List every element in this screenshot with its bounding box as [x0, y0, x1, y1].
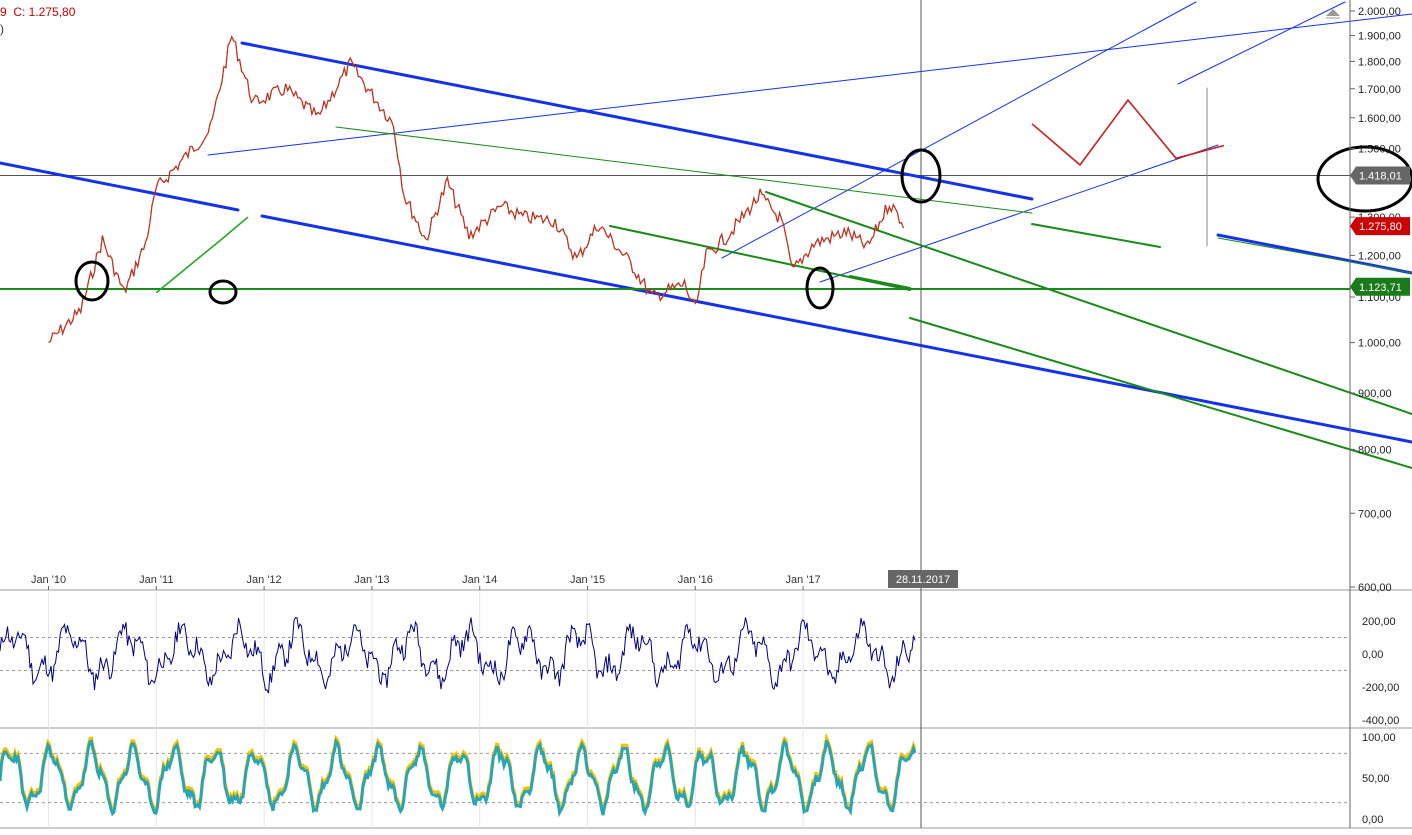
x-tick-label: Jan '11: [139, 574, 173, 586]
y-tick-label: 800,00: [1358, 444, 1392, 456]
blue-resistance: [207, 13, 1412, 156]
price-tag: [1350, 217, 1410, 236]
osc2-y-tick-label: 50,00: [1362, 773, 1390, 785]
y-tick-label: 1.200,00: [1358, 250, 1401, 262]
y-tick-label: 1.600,00: [1358, 113, 1401, 125]
chart-header-line2: ): [0, 22, 4, 36]
y-tick-label: 900,00: [1358, 388, 1392, 400]
annotation-circles: [74, 145, 1412, 310]
osc1-line: [0, 617, 916, 694]
price-tags: 1.418,01 1.275,80 1.123,71: [1350, 166, 1410, 296]
projection-segment: [1031, 98, 1225, 167]
blue-rising-line-right: [1177, 1, 1346, 85]
price-tag-label: 1.123,71: [1359, 282, 1402, 294]
chart-header-close: 9 C: 1.275,80: [0, 5, 76, 19]
blue-rising-support: [819, 144, 1219, 283]
x-tick-label: Jan '15: [570, 574, 605, 586]
annotation-circle: [900, 148, 942, 204]
x-tick-label: Jan '10: [31, 574, 66, 586]
green-falling-line-right: [1217, 237, 1412, 274]
annotation-circle: [74, 260, 110, 302]
scroll-up-icon: [1326, 9, 1340, 16]
y-tick-label: 1.500,00: [1358, 144, 1401, 156]
x-tick-label: Jan '14: [462, 574, 497, 586]
price-series: [48, 34, 1225, 344]
crosshair-date-tag: [888, 570, 958, 588]
blue-upper-channel: [240, 41, 1034, 201]
green-down-line-lower: [909, 317, 1412, 469]
osc2-main-line: [0, 737, 917, 818]
osc2-y-tick-label: 100,00: [1362, 732, 1396, 744]
osc2-y-tick-label: 0,00: [1362, 814, 1383, 826]
y-tick-label: 1.900,00: [1358, 31, 1401, 43]
osc1-y-tick-label: 0,00: [1362, 649, 1383, 661]
y-tick-label: 600,00: [1358, 582, 1392, 594]
y-tick-label: 1.000,00: [1358, 338, 1401, 350]
price-line-red: [48, 34, 905, 344]
oscillator-2: [0, 732, 1350, 818]
price-tag: [1350, 277, 1410, 296]
annotation-circle: [208, 279, 238, 305]
green-short-channel: [609, 225, 911, 291]
oscillator-1: [0, 617, 1350, 694]
x-tick-label: Jan '16: [678, 574, 713, 586]
y-tick-label: 700,00: [1358, 508, 1392, 520]
price-tag-label: 1.418,01: [1359, 171, 1402, 183]
green-falling-line: [335, 126, 1033, 214]
price-tag-label: 1.275,80: [1359, 221, 1402, 233]
green-down-line: [765, 191, 1412, 415]
annotation-circle: [1316, 145, 1412, 213]
y-tick-label: 2.000,00: [1358, 6, 1401, 18]
blue-rising-line: [721, 1, 1197, 259]
axes: 2.000,00 1.900,00 1.800,00 1.700,00 1.600,00…: [31, 0, 1401, 828]
price-line-green: [48, 35, 904, 343]
x-tick-label: Jan '13: [354, 574, 389, 586]
blue-upper-channel-left: [0, 161, 240, 212]
osc1-y-tick-label: 200,00: [1362, 616, 1396, 628]
annotation-circle: [805, 266, 835, 310]
osc1-y-tick-label: -400,00: [1362, 715, 1399, 727]
y-tick-label: 1.800,00: [1358, 56, 1401, 68]
osc1-y-tick-label: -200,00: [1362, 682, 1399, 694]
x-tick-label: Jan '17: [786, 574, 821, 586]
crosshair-date-label: 28.11.2017: [896, 574, 950, 586]
price-tag: [1350, 166, 1410, 185]
green-short-line: [849, 275, 911, 289]
x-tick-label: Jan '12: [247, 574, 282, 586]
y-tick-label: 1.700,00: [1358, 84, 1401, 96]
blue-lower-channel: [260, 214, 1412, 444]
trend-lines: [0, 1, 1412, 469]
green-projection: [1031, 223, 1161, 248]
projection-segment: [155, 216, 249, 294]
